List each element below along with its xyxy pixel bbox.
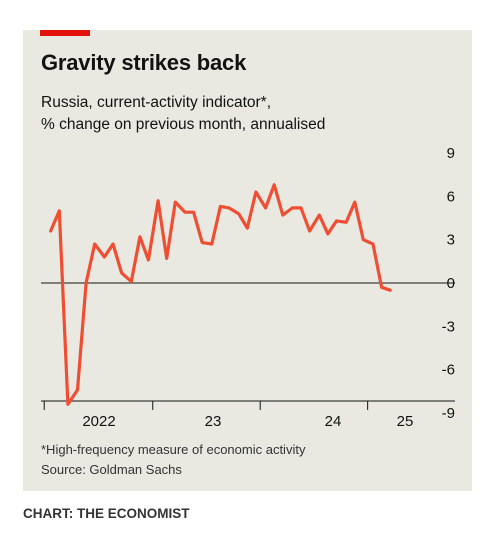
subtitle-line-2: % change on previous month, annualised [41, 116, 326, 133]
y-tick-label: -3 [442, 318, 455, 335]
axes [41, 282, 455, 402]
source-note: Source: Goldman Sachs [41, 462, 182, 477]
x-tick-label: 25 [397, 413, 414, 430]
x-tick-label: 23 [205, 413, 222, 430]
x-tick-label: 24 [325, 413, 342, 430]
chart-subtitle: Russia, current-activity indicator*, % c… [41, 92, 441, 136]
chart-panel [23, 30, 472, 491]
x-tick-label: 2022 [82, 413, 115, 430]
y-tick-label: 9 [447, 145, 455, 162]
subtitle-line-1: Russia, current-activity indicator*, [41, 94, 271, 111]
y-tick-label: -6 [442, 362, 455, 379]
series-lines [49, 183, 392, 406]
series-line [49, 183, 392, 406]
y-tick-label: -9 [442, 405, 455, 422]
footnote: *High-frequency measure of economic acti… [41, 442, 306, 457]
accent-bar [40, 30, 90, 36]
y-tick-label: 6 [447, 188, 455, 205]
x-axis: 2022 23 24 25 [43, 401, 414, 430]
y-tick-label: 3 [447, 232, 455, 249]
chart-credit: CHART: THE ECONOMIST [23, 506, 190, 521]
chart-title: Gravity strikes back [41, 50, 247, 75]
